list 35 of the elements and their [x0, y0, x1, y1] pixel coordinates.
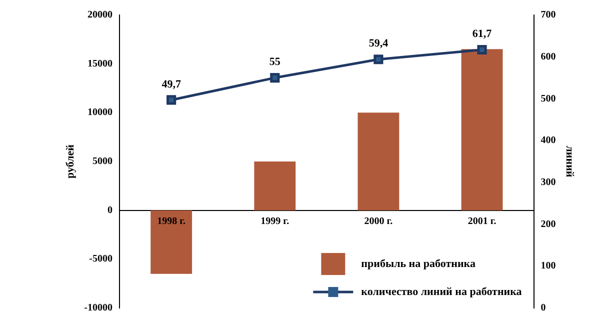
y-tick-label: -5000: [89, 254, 113, 265]
point: [270, 73, 280, 83]
y2-tick-label: 300: [540, 177, 556, 188]
y2-tick-label: 400: [540, 135, 556, 146]
bar: [461, 49, 503, 210]
bar: [150, 210, 192, 274]
annotation: 61,7: [472, 28, 492, 40]
x-tick-label: 2000 г.: [364, 216, 394, 227]
point: [166, 95, 176, 105]
y2-tick-label: 500: [540, 93, 556, 104]
x-tick-label: 1998 г.: [157, 216, 186, 227]
legend-label: количество линий на работника: [361, 286, 522, 298]
point: [374, 54, 384, 64]
y-tick-label: 0: [108, 204, 113, 216]
y2-tick-label: 200: [540, 218, 556, 230]
y-tick-label: 15000: [88, 58, 113, 70]
annotation: 55: [269, 56, 281, 68]
annotation: 59,4: [368, 38, 389, 50]
y2-tick-label: 0: [540, 302, 546, 314]
x-tick-label: 1999 г.: [260, 216, 290, 227]
y-axis-title: рублей: [64, 144, 76, 178]
y-tick-label: 10000: [88, 107, 113, 118]
bar: [254, 162, 296, 210]
x-tick-label: 2001 г.: [468, 216, 497, 227]
y-tick-label: 5000: [92, 156, 113, 168]
y2-tick-label: 100: [540, 260, 556, 272]
annotation: 49,7: [162, 78, 182, 90]
y-tick-label: 20000: [88, 10, 113, 21]
y2-tick-label: 600: [540, 51, 556, 62]
y2-axis-title: линий: [564, 146, 576, 178]
y2-tick-label: 700: [540, 10, 556, 21]
y-tick-label: -10000: [84, 302, 113, 314]
bar: [358, 112, 400, 210]
legend-label: прибыль на работника: [361, 258, 476, 270]
point: [477, 44, 487, 55]
